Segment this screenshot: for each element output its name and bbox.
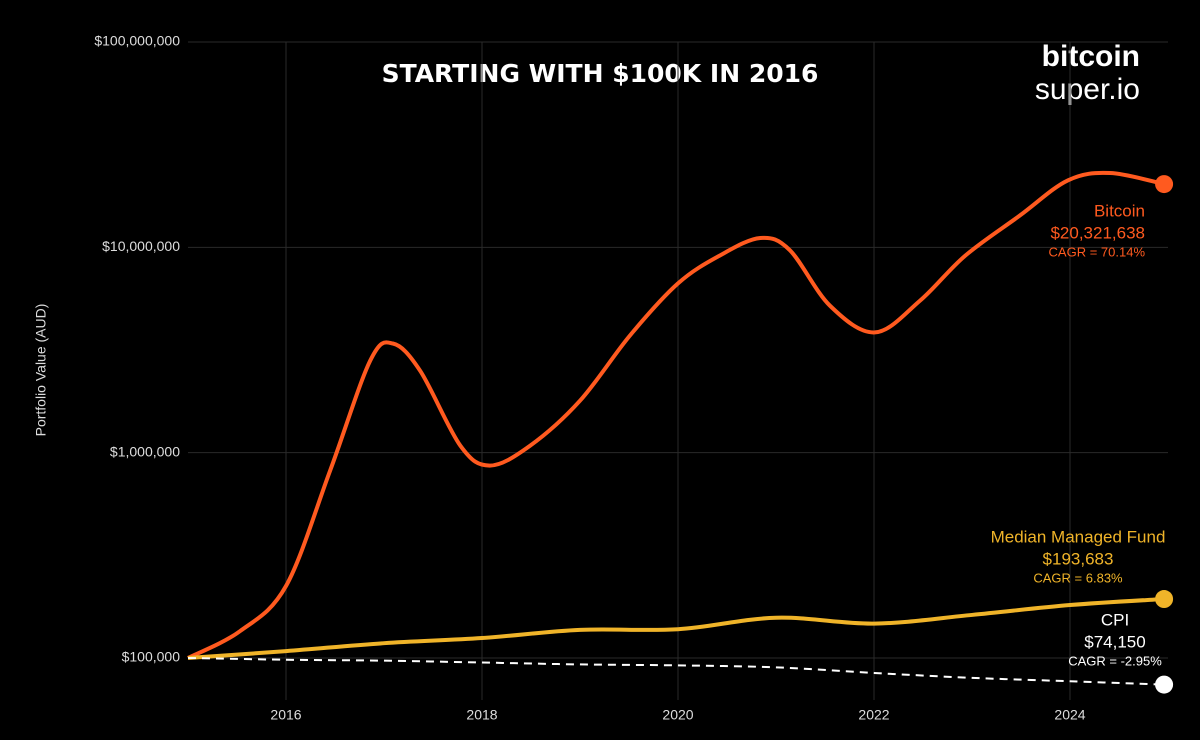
series-line [187,656,1165,686]
end-marker [1155,175,1174,194]
y-tick-label: $100,000,000 [94,33,180,49]
logo-line1: bitcoin [1042,40,1140,73]
end-marker [1155,590,1174,609]
series-line [187,170,1165,660]
series-name: Median Managed Fund [991,527,1166,546]
x-tick-label: 2022 [858,707,889,723]
series-name: CPI [1101,610,1129,629]
y-tick-label: $10,000,000 [102,238,180,254]
x-tick-label: 2016 [270,707,301,723]
cagr-label: CAGR = 6.83% [1033,570,1123,585]
logo-line2: super.io [1035,73,1140,106]
end-value-label: $193,683 [1043,549,1114,568]
chart-title: STARTING WITH $100K IN 2016 [382,59,819,88]
end-value-label: $20,321,638 [1050,223,1145,242]
y-tick-label: $100,000 [122,649,181,665]
series-line [187,597,1165,660]
series-name: Bitcoin [1094,201,1145,220]
end-marker [1155,675,1174,694]
end-value-label: $74,150 [1084,632,1145,651]
x-tick-label: 2020 [662,707,693,723]
x-tick-label: 2018 [466,707,497,723]
y-axis-label: Portfolio Value (AUD) [33,304,49,437]
cagr-label: CAGR = 70.14% [1049,244,1146,259]
x-tick-label: 2024 [1054,707,1085,723]
cagr-label: CAGR = -2.95% [1068,653,1162,668]
y-tick-label: $1,000,000 [110,443,180,459]
